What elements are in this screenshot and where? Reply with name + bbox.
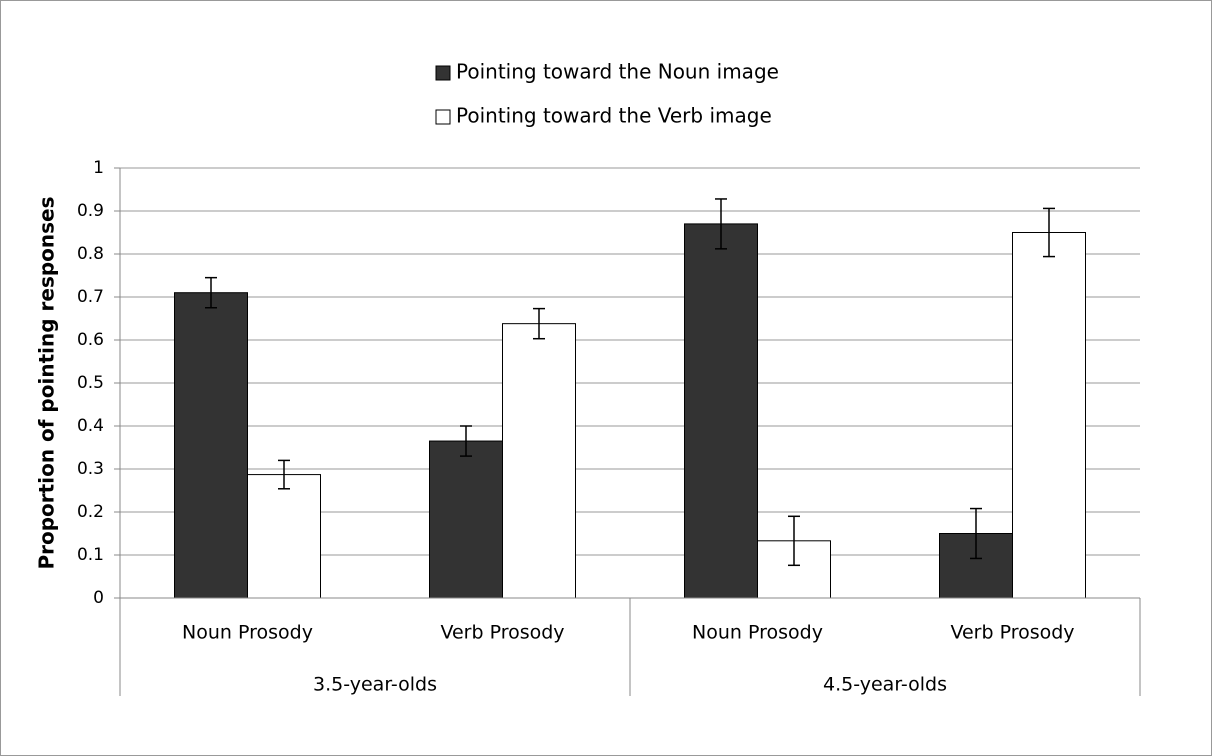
bar <box>502 323 576 599</box>
bar <box>174 292 248 599</box>
error-bar <box>715 198 727 250</box>
error-bar <box>533 307 545 340</box>
x-tick-label: Verb Prosody <box>950 622 1074 644</box>
error-bar <box>1043 207 1055 258</box>
y-tick-label: 0.5 <box>77 373 104 393</box>
y-tick-label: 0.1 <box>77 545 104 565</box>
y-axis-title: Proportion of pointing responses <box>35 196 59 569</box>
bar <box>429 440 503 599</box>
error-bar <box>970 507 982 560</box>
y-tick-label: 0.2 <box>77 502 104 522</box>
y-tick-label: 1 <box>93 158 104 178</box>
x-tick-label: Noun Prosody <box>692 622 823 644</box>
y-tick-label: 0 <box>93 588 104 608</box>
legend-label: Pointing toward the Verb image <box>456 104 772 128</box>
y-tick-label: 0.6 <box>77 330 104 350</box>
bar <box>684 223 758 599</box>
legend-label: Pointing toward the Noun image <box>456 60 779 84</box>
error-bar <box>788 515 800 567</box>
legend-swatch <box>435 65 451 81</box>
x-tick-label: Verb Prosody <box>440 622 564 644</box>
error-bar <box>460 425 472 457</box>
y-tick-label: 0.7 <box>77 287 104 307</box>
x-tick-label: Noun Prosody <box>182 622 313 644</box>
y-tick-label: 0.8 <box>77 244 104 264</box>
error-bar <box>278 459 290 490</box>
group-label: 3.5-year-olds <box>313 674 437 696</box>
y-tick-label: 0.4 <box>77 416 104 436</box>
error-bar <box>205 276 217 309</box>
y-tick-label: 0.9 <box>77 201 104 221</box>
bar <box>1012 232 1086 599</box>
legend-swatch <box>435 109 451 125</box>
group-label: 4.5-year-olds <box>823 674 947 696</box>
y-tick-label: 0.3 <box>77 459 104 479</box>
bar <box>247 474 321 599</box>
